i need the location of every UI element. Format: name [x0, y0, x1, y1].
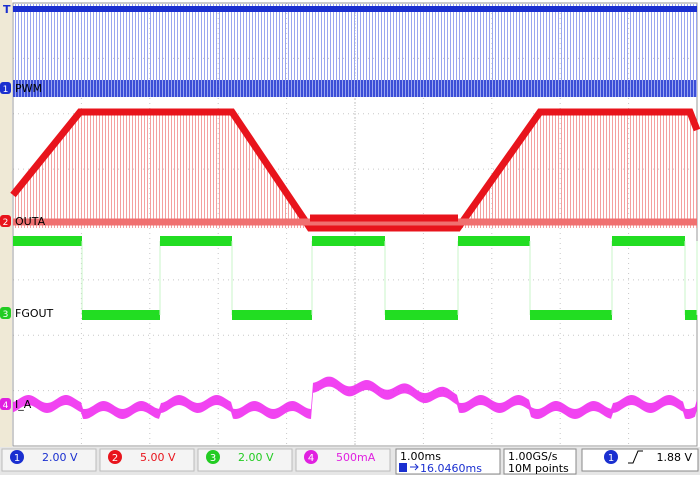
fgout-level [612, 236, 685, 246]
trigger-level: 1.88 V [656, 451, 692, 464]
channel-badge-number: 3 [210, 453, 216, 464]
acquisition-box [503, 448, 577, 475]
trigger-source: 1 [608, 453, 614, 464]
fgout-level [160, 236, 232, 246]
record-length: 10M points [508, 462, 569, 475]
fgout-level [13, 236, 82, 246]
channel-labels: 1 PWM 2 OUTA 3 FGOUT 4 I_A [0, 82, 54, 411]
channel-badge [10, 450, 24, 464]
fgout-level [82, 310, 160, 320]
fgout-level [685, 310, 697, 320]
channel-tag-number: 4 [3, 401, 9, 411]
channel-scale: 2.00 V [42, 451, 78, 464]
channel-tag [0, 398, 11, 410]
channel-badge-number: 2 [112, 453, 118, 464]
channel-tag [0, 82, 11, 94]
channel-scale-box [295, 448, 391, 472]
fgout-level [530, 310, 612, 320]
channel-scale-box [99, 448, 195, 472]
fgout-level [312, 236, 385, 246]
trigger-slope-icon [628, 450, 643, 464]
trigger-marker: T [3, 3, 11, 16]
pwm-band [13, 20, 697, 82]
channel-scale-box [1, 448, 97, 472]
channel-label: FGOUT [15, 307, 54, 320]
trigger-position-icon [399, 463, 407, 472]
pwm-high-edge [13, 6, 697, 12]
channel-tag [0, 307, 11, 319]
channel-scale-box [197, 448, 293, 472]
channel-badge-number: 4 [308, 453, 314, 464]
channel-badge [304, 450, 318, 464]
trigger-source-badge [604, 450, 618, 464]
channel-tag [0, 215, 11, 227]
timebase-position: 16.0460ms [420, 462, 482, 475]
position-arrow [410, 463, 419, 471]
channel-scale: 2.00 V [238, 451, 274, 464]
i-a-trace [13, 376, 697, 419]
timebase-scale: 1.00ms [400, 450, 441, 463]
channel-scale: 500mA [336, 451, 376, 464]
timebase-box [395, 448, 501, 475]
channel-tag-number: 3 [3, 310, 9, 320]
channel-badge-number: 1 [14, 453, 20, 464]
pwm-low-lines [13, 80, 697, 97]
channel-label: I_A [15, 398, 32, 411]
outa-envelope [13, 112, 697, 228]
outa-top [10, 108, 700, 232]
channel-badge [206, 450, 220, 464]
sample-rate: 1.00GS/s [508, 450, 558, 463]
fgout-level [385, 310, 458, 320]
waveforms [10, 4, 700, 419]
status-items: 1 2.00 V 2 5.00 V 3 2.00 V 4 500mA 1.00ms16.0460… [1, 448, 699, 475]
channel-label: PWM [15, 82, 42, 95]
channel-tag-number: 2 [3, 218, 9, 228]
fgout-level [232, 310, 312, 320]
channel-tag-number: 1 [3, 85, 9, 95]
channel-badge [108, 450, 122, 464]
channel-label: OUTA [15, 215, 46, 228]
fgout-level [458, 236, 530, 246]
channel-scale: 5.00 V [140, 451, 176, 464]
